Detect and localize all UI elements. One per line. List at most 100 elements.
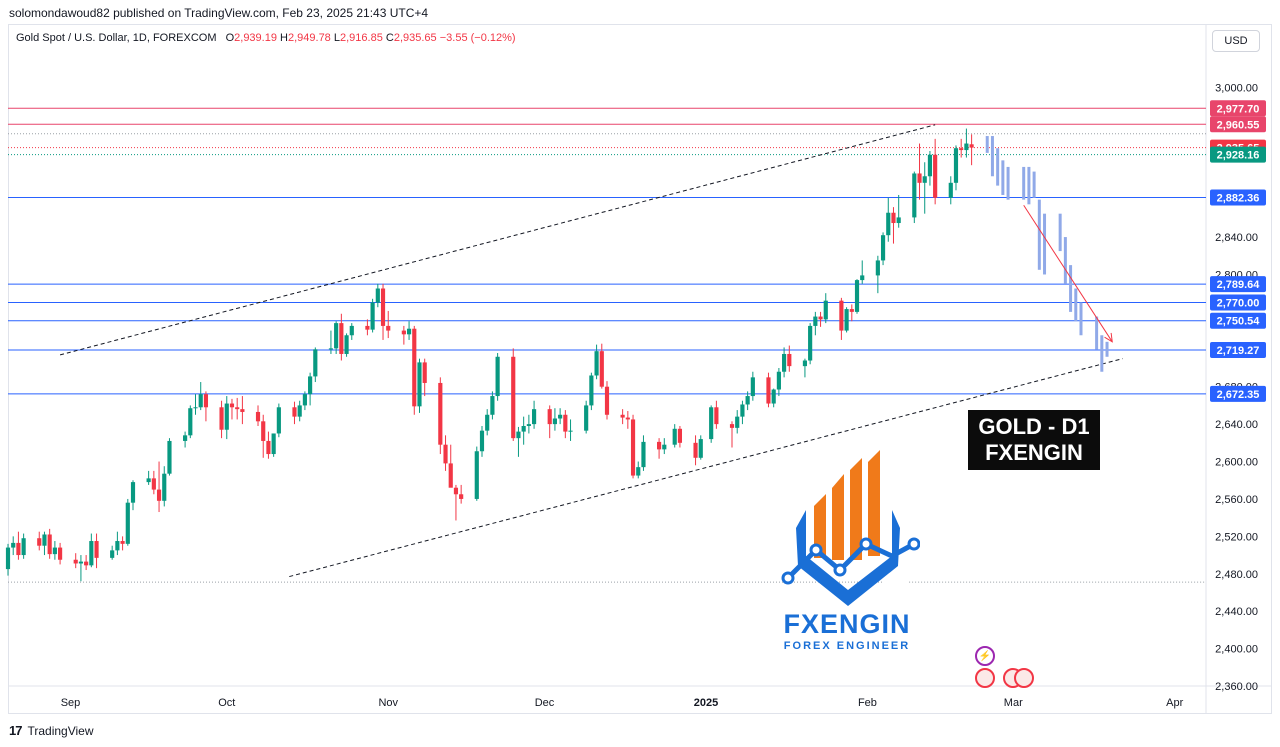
candle-body (448, 463, 453, 488)
candle-body (547, 409, 552, 425)
candle-body (823, 300, 828, 320)
projection-bar (1074, 288, 1078, 322)
candle-body (417, 362, 422, 407)
annotation-line-1: GOLD - D1 (978, 414, 1090, 439)
candle-body (735, 416, 740, 428)
candle-body (380, 288, 386, 326)
chart-annotation-box: GOLD - D1 FXENGIN (968, 410, 1100, 470)
us-flag-icon[interactable] (1014, 668, 1034, 688)
candle-body (563, 414, 568, 432)
candle-body (964, 143, 969, 151)
candle-body (130, 482, 136, 503)
high-label: H (280, 32, 288, 44)
candle-body (729, 424, 735, 428)
candle-body (401, 330, 406, 335)
price-label-box (1210, 385, 1266, 402)
candle-body (193, 407, 198, 409)
candle-body (308, 376, 313, 395)
lightning-icon[interactable]: ⚡ (975, 646, 995, 666)
projection-bar (990, 136, 994, 177)
y-tick-label: 2,360.00 (1215, 681, 1258, 693)
projection-bar (1058, 213, 1062, 252)
candle-body (933, 154, 938, 198)
price-label-text: 2,977.70 (1217, 103, 1260, 115)
y-tick-label: 2,640.00 (1215, 419, 1258, 431)
candle-body (167, 440, 172, 474)
candle-body (370, 302, 375, 330)
candle-body (880, 235, 886, 261)
y-tick-label: 2,520.00 (1215, 531, 1258, 543)
candle-body (453, 487, 459, 495)
candle-body (235, 407, 240, 410)
x-tick-label: Dec (535, 697, 555, 709)
chart-frame (8, 24, 1272, 714)
candle-body (558, 414, 563, 419)
candle-body (844, 309, 849, 331)
candle-body (495, 356, 500, 397)
candle-body (589, 375, 594, 406)
price-label-box (1210, 312, 1266, 329)
forecast-arrow-head (1104, 332, 1113, 343)
projection-bar (1027, 166, 1031, 205)
projection-bar (1079, 302, 1083, 336)
candle-body (438, 382, 443, 445)
candle-body (672, 428, 677, 445)
candle-body (229, 403, 235, 408)
candle-body (969, 144, 974, 148)
candle-body (78, 561, 84, 564)
candle-body (365, 325, 370, 330)
brand-tagline: FOREX ENGINEER (783, 640, 911, 652)
candle-body (42, 534, 47, 546)
candle-body (52, 547, 57, 555)
projection-bar (1069, 265, 1073, 312)
candle-body (16, 542, 21, 556)
fxengin-logo-icon (781, 450, 920, 606)
price-label-box (1210, 341, 1266, 358)
candle-body (787, 353, 792, 367)
candle-body (709, 407, 714, 440)
candle-body (459, 494, 464, 499)
brand-name: FXENGIN (783, 609, 911, 639)
x-tick-label: Feb (858, 697, 877, 709)
candle-body (146, 478, 151, 483)
price-label-text: 2,750.54 (1217, 316, 1261, 328)
price-label-text: 2,882.36 (1217, 192, 1260, 204)
x-tick-label: Nov (378, 697, 398, 709)
footer-brand[interactable]: TradingView (27, 723, 94, 738)
candle-body (849, 309, 854, 312)
price-label-box (1210, 276, 1266, 293)
candle-body (521, 425, 526, 432)
candle-body (813, 316, 818, 326)
y-tick-label: 2,560.00 (1215, 494, 1258, 506)
candle-body (313, 349, 318, 377)
x-tick-label: Sep (61, 697, 81, 709)
candle-body (203, 394, 209, 408)
projection-bar (996, 148, 1000, 186)
candle-body (860, 275, 865, 281)
candle-body (151, 478, 156, 490)
price-label-box (1210, 189, 1266, 206)
candle-body (620, 414, 625, 418)
x-tick-label: Mar (1004, 697, 1023, 709)
annotation-line-2: FXENGIN (985, 440, 1083, 465)
candle-body (641, 441, 646, 468)
us-flag-icon[interactable] (975, 668, 995, 688)
y-tick-label: 2,400.00 (1215, 644, 1258, 656)
candle-body (891, 212, 896, 224)
currency-button[interactable]: USD (1212, 30, 1260, 52)
symbol-title[interactable]: Gold Spot / U.S. Dollar, 1D, FOREXCOM (16, 32, 217, 44)
candle-body (474, 451, 479, 499)
close-value: 2,935.65 (393, 32, 437, 44)
candle-body (73, 559, 78, 564)
y-tick-label: 2,840.00 (1215, 232, 1258, 244)
y-tick-label: 2,440.00 (1215, 606, 1258, 618)
price-label-text: 2,770.00 (1217, 298, 1260, 310)
candle-body (349, 325, 354, 336)
candle-body (297, 405, 302, 417)
candle-body (406, 328, 412, 335)
projection-bar (1037, 199, 1041, 270)
candle-body (339, 323, 344, 354)
price-label-text: 2,928.16 (1217, 150, 1260, 162)
candle-body (875, 260, 880, 276)
